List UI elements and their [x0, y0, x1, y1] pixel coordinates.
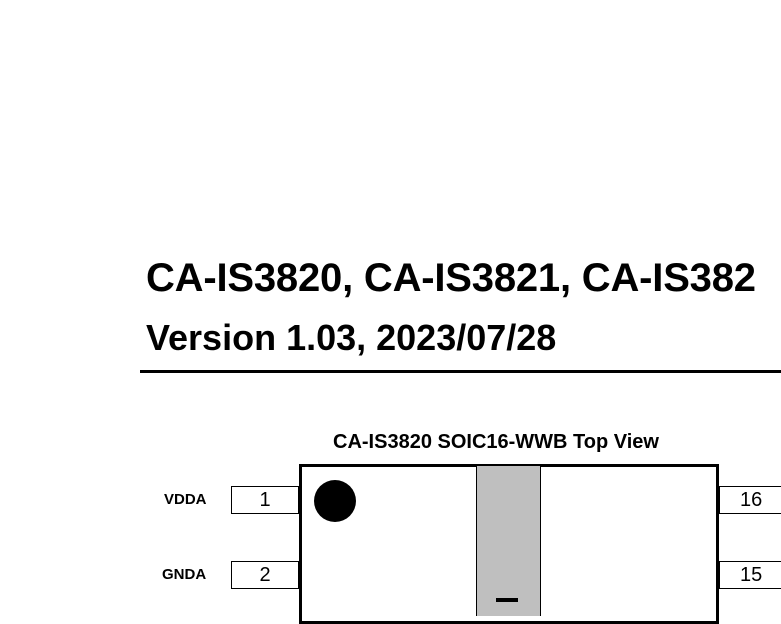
pin1-indicator-dot [314, 480, 356, 522]
barrier-mark [496, 598, 518, 602]
title-divider [140, 370, 781, 373]
document-version: Version 1.03, 2023/07/28 [146, 317, 557, 358]
pin-16-box: 16 [719, 486, 781, 514]
document-title: CA-IS3820, CA-IS3821, CA-IS382 [146, 256, 756, 300]
pin-label-gnda: GNDA [162, 566, 207, 583]
pin-label-vdda: VDDA [164, 491, 207, 508]
pin-2-box: 2 [231, 561, 299, 589]
pin-1-box: 1 [231, 486, 299, 514]
pin-15-box: 15 [719, 561, 781, 589]
isolation-barrier [476, 466, 541, 616]
diagram-view-title: CA-IS3820 SOIC16-WWB Top View [333, 431, 659, 453]
